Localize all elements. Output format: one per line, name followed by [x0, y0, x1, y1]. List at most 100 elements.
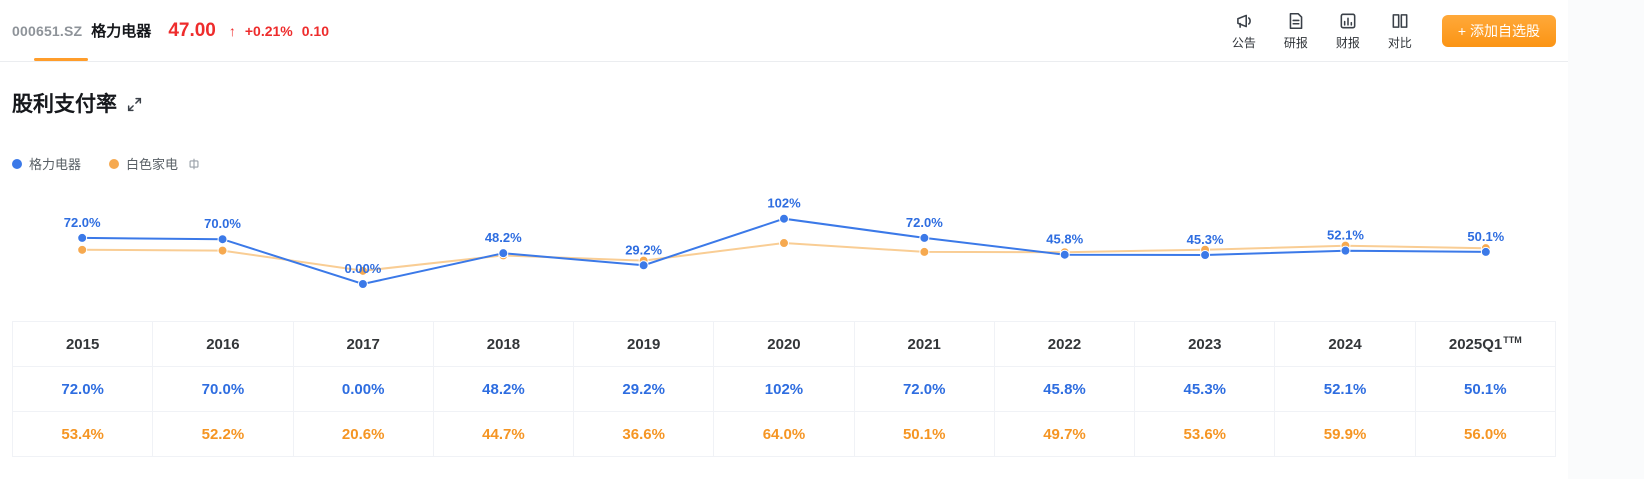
year-header: 2015	[11, 321, 154, 367]
announcement-icon	[1234, 11, 1254, 31]
point-label: 45.8%	[1046, 232, 1083, 247]
stock-header: 000651.SZ 格力电器 47.00 ↑ +0.21% 0.10 公告 研报 财…	[0, 0, 1568, 62]
payout-cell: 45.8%	[993, 366, 1136, 412]
value-row-industry: 53.4% 52.2% 20.6% 44.7% 36.6% 64.0% 50.1% 49.7%…	[11, 411, 1557, 457]
point-label: 102%	[767, 196, 801, 211]
point-label: 29.2%	[625, 242, 662, 257]
year-header: 2016	[152, 321, 294, 367]
action-label: 研报	[1283, 35, 1308, 50]
gree-point[interactable]	[357, 279, 368, 289]
legend-label: 白色家电	[126, 157, 179, 172]
legend-dot	[12, 158, 22, 169]
up-arrow-icon: ↑	[228, 22, 236, 39]
action-label: 财报	[1335, 35, 1360, 50]
industry-point[interactable]	[919, 246, 930, 257]
payout-cell: 0.00%	[292, 366, 434, 412]
point-label: 45.3%	[1187, 232, 1224, 247]
page: 000651.SZ 格力电器 47.00 ↑ +0.21% 0.10 公告 研报 财…	[0, 0, 1568, 457]
gree-line	[82, 217, 1486, 286]
year-header-row: 2015 2016 2017 2018 2019 2020 2021 2022 2023 2024…	[11, 321, 1557, 367]
point-label: 0.00%	[344, 261, 381, 276]
point-label: 50.1%	[1467, 229, 1504, 244]
payout-cell: 44.7%	[432, 411, 575, 457]
payout-cell: 53.6%	[1134, 411, 1276, 457]
stock-info: 000651.SZ 格力电器 47.00 ↑ +0.21% 0.10	[12, 20, 329, 42]
payout-cell: 64.0%	[713, 411, 855, 457]
header-actions: 公告 研报 财报 对比	[1232, 11, 1412, 51]
year-header: 2022	[993, 321, 1136, 367]
payout-cell: 50.1%	[1414, 366, 1557, 412]
add-watchlist-button[interactable]: + 添加自选股	[1441, 14, 1556, 47]
industry-point[interactable]	[357, 265, 368, 276]
change-percent: +0.21%	[244, 22, 293, 39]
stock-price: 47.00	[168, 19, 216, 41]
research-report-icon	[1286, 11, 1306, 31]
payout-ratio-chart: 72.0% 70.0% 0.00% 48.2% 29.2% 102% 72.0% 45.8% 4…	[64, 196, 1505, 289]
payout-cell: 70.0%	[152, 366, 294, 412]
payout-cell: 56.0%	[1414, 411, 1557, 457]
payout-cell: 45.3%	[1134, 366, 1276, 412]
industry-point[interactable]	[779, 238, 789, 249]
chart-legend: 格力电器 白色家电	[12, 154, 1556, 173]
section-title: 股利支付率	[12, 93, 117, 116]
active-tab-indicator	[34, 58, 88, 61]
ttm-superscript: TTM	[1503, 335, 1522, 345]
stock-name: 格力电器	[91, 22, 152, 40]
financial-report-icon	[1338, 11, 1358, 31]
year-header: 2025Q1TTM	[1414, 321, 1557, 367]
gree-point[interactable]	[1200, 250, 1211, 261]
gree-point[interactable]	[217, 234, 228, 245]
legend-item-gree[interactable]: 格力电器	[12, 154, 81, 173]
gree-point[interactable]	[77, 232, 88, 243]
action-financial-reports[interactable]: 财报	[1336, 11, 1360, 51]
change-value: 0.10	[301, 22, 329, 39]
action-label: 公告	[1231, 35, 1256, 50]
year-header: 2018	[432, 321, 575, 367]
payout-cell: 72.0%	[11, 366, 154, 412]
gree-point[interactable]	[779, 213, 789, 224]
legend-dot	[109, 158, 120, 169]
legend-label: 格力电器	[29, 157, 82, 172]
payout-cell: 72.0%	[853, 366, 995, 412]
industry-info-icon	[187, 157, 201, 171]
payout-table: 2015 2016 2017 2018 2019 2020 2021 2022 2023 2024…	[11, 321, 1557, 457]
gree-point[interactable]	[1480, 246, 1491, 257]
payout-cell: 29.2%	[573, 366, 715, 412]
payout-cell: 48.2%	[432, 366, 575, 412]
gree-point[interactable]	[498, 248, 509, 259]
compare-icon	[1390, 11, 1410, 31]
action-announcements[interactable]: 公告	[1232, 11, 1256, 51]
gree-point[interactable]	[919, 232, 930, 243]
gree-point[interactable]	[638, 260, 649, 271]
year-header: 2020	[713, 321, 855, 367]
industry-point[interactable]	[217, 245, 228, 256]
point-label: 52.1%	[1327, 228, 1364, 243]
payout-cell: 52.1%	[1274, 366, 1416, 412]
payout-cell: 50.1%	[853, 411, 995, 457]
gree-point[interactable]	[1059, 249, 1070, 260]
action-compare[interactable]: 对比	[1388, 11, 1412, 51]
expand-icon[interactable]	[126, 96, 143, 113]
header-right: 公告 研报 财报 对比 + 添加自选股	[1232, 11, 1556, 51]
point-label: 72.0%	[906, 215, 943, 230]
payout-cell: 20.6%	[292, 411, 434, 457]
year-header: 2023	[1134, 321, 1276, 367]
payout-cell: 102%	[713, 366, 855, 412]
gree-point[interactable]	[1340, 245, 1351, 256]
point-label: 72.0%	[64, 215, 101, 230]
legend-item-industry[interactable]: 白色家电	[109, 154, 201, 173]
point-label: 70.0%	[204, 216, 241, 231]
payout-cell: 36.6%	[573, 411, 715, 457]
stock-code: 000651.SZ	[12, 22, 83, 39]
payout-cell: 52.2%	[152, 411, 294, 457]
value-row-gree: 72.0% 70.0% 0.00% 48.2% 29.2% 102% 72.0% 45.8% 4…	[11, 366, 1557, 412]
action-research-reports[interactable]: 研报	[1284, 11, 1308, 51]
main-content: 股利支付率 格力电器 白色家电 72.0% 70.0% 0.00% 48.2% 29.2%…	[0, 62, 1568, 457]
year-header: 2021	[853, 321, 995, 367]
year-header: 2024	[1274, 321, 1416, 367]
industry-point[interactable]	[77, 244, 88, 255]
year-header: 2019	[573, 321, 715, 367]
title-row: 股利支付率	[12, 62, 1556, 118]
payout-cell: 53.4%	[11, 411, 154, 457]
action-label: 对比	[1387, 35, 1412, 50]
